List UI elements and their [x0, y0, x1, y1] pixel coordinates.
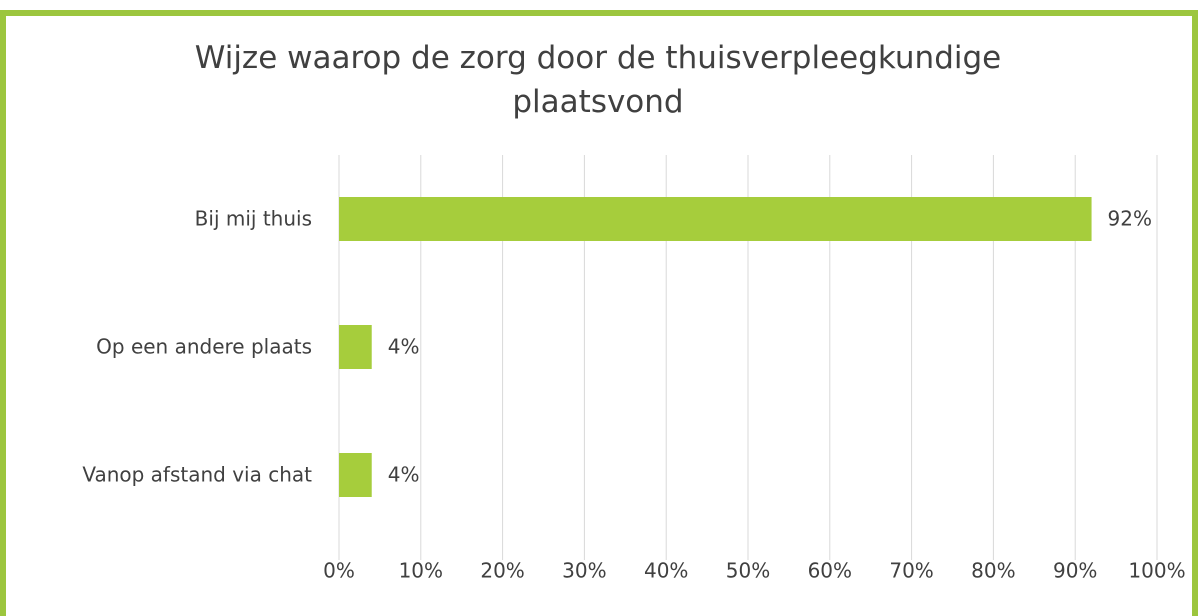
- data-label: 4%: [388, 463, 420, 487]
- bar: [339, 453, 372, 497]
- data-label: 92%: [1108, 207, 1152, 231]
- x-tick-label: 50%: [726, 559, 770, 583]
- y-tick-label: Bij mij thuis: [195, 207, 312, 231]
- data-label: 4%: [388, 335, 420, 359]
- y-tick-label: Op een andere plaats: [96, 335, 312, 359]
- chart: 0% 10% 20% 30% 40% 50% 60% 70% 80% 90% 100% Bij mij…: [82, 155, 1186, 583]
- x-tick-label: 60%: [808, 559, 852, 583]
- page: Wijze waarop de zorg door de thuisverple…: [0, 10, 1198, 616]
- x-tick-label: 90%: [1053, 559, 1097, 583]
- x-tick-label: 80%: [971, 559, 1015, 583]
- bar: [339, 325, 372, 369]
- x-tick-label: 30%: [562, 559, 606, 583]
- x-tick-label: 20%: [480, 559, 524, 583]
- x-tick-label: 10%: [399, 559, 443, 583]
- x-tick-label: 70%: [889, 559, 933, 583]
- x-tick-label: 40%: [644, 559, 688, 583]
- x-tick-label: 100%: [1128, 559, 1185, 583]
- y-tick-label: Vanop afstand via chat: [82, 463, 312, 487]
- chart-frame: [0, 10, 1198, 616]
- chart-title: Wijze waarop de zorg door de thuisverple…: [194, 40, 1002, 120]
- bar: [339, 197, 1092, 241]
- x-tick-label: 0%: [323, 559, 355, 583]
